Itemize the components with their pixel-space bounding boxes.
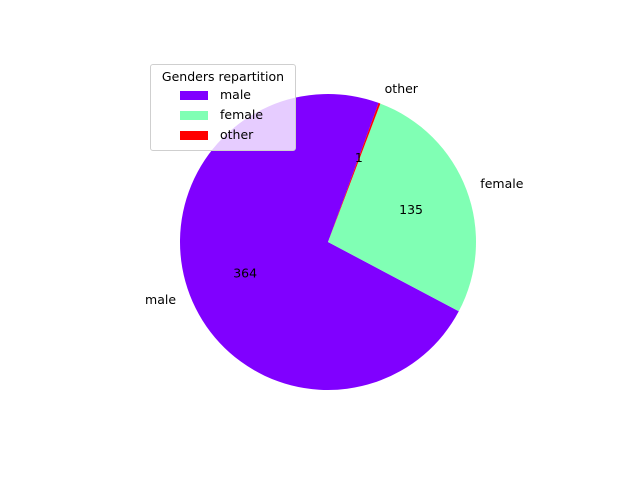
slice-label-male: male <box>145 292 176 307</box>
pie-slice-female <box>328 103 476 312</box>
slice-value-female: 135 <box>399 202 423 217</box>
legend: Genders repartition male female other <box>150 64 296 151</box>
legend-title: Genders repartition <box>161 69 285 84</box>
slice-value-other: 1 <box>355 150 363 165</box>
legend-label-male: male <box>220 87 251 102</box>
legend-entry-other: other <box>180 125 295 145</box>
legend-entry-male: male <box>180 85 295 105</box>
legend-swatch-male <box>180 90 208 100</box>
legend-swatch-other <box>180 130 208 140</box>
legend-label-female: female <box>220 107 264 122</box>
slice-label-other: other <box>385 81 419 96</box>
slice-label-female: female <box>480 176 523 191</box>
slice-value-male: 364 <box>233 265 257 280</box>
legend-swatch-female <box>180 110 208 120</box>
pie-slice-male <box>179 93 459 390</box>
pie-slice-other <box>328 102 381 242</box>
legend-entry-female: female <box>180 105 295 125</box>
legend-label-other: other <box>220 127 254 142</box>
